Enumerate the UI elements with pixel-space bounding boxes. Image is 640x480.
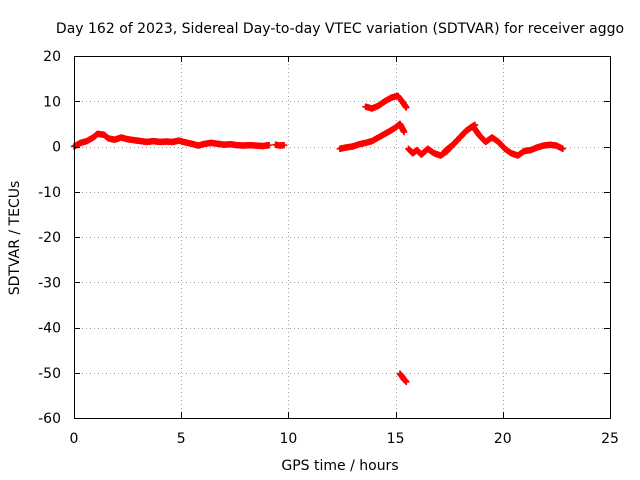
data-point (403, 378, 410, 385)
y-tick-label: -30 (38, 275, 61, 291)
y-tick-labels: 20 10 0 -10 -20 -30 -40 -50 -60 (38, 49, 61, 427)
data-point (400, 128, 408, 136)
data-point (265, 141, 273, 149)
y-tick-label: -10 (38, 185, 61, 201)
y-tick-label: -60 (38, 411, 61, 427)
y-tick-label: -50 (38, 366, 61, 382)
x-axis-label: GPS time / hours (281, 458, 398, 474)
y-axis-label: SDTVAR / TECUs (7, 181, 23, 296)
axis-ticks (74, 56, 611, 419)
data-point (559, 145, 567, 152)
data-series (70, 92, 567, 385)
y-tick-label: -20 (38, 230, 61, 246)
data-point (403, 104, 410, 111)
x-tick-label: 0 (70, 431, 79, 447)
x-tick-label: 5 (177, 431, 186, 447)
x-tick-labels: 0 5 10 15 20 25 (70, 431, 619, 447)
data-point (280, 141, 288, 149)
x-tick-label: 25 (601, 431, 619, 447)
x-tick-label: 15 (387, 431, 405, 447)
y-tick-label: 10 (43, 94, 61, 110)
grid (74, 56, 610, 418)
y-tick-label: 0 (52, 140, 61, 156)
x-tick-label: 10 (279, 431, 297, 447)
data-point (471, 121, 479, 128)
y-tick-label: 20 (43, 49, 61, 65)
x-tick-label: 20 (494, 431, 512, 447)
y-tick-label: -40 (38, 321, 61, 337)
chart-title: Day 162 of 2023, Sidereal Day-to-day VTE… (56, 21, 624, 37)
